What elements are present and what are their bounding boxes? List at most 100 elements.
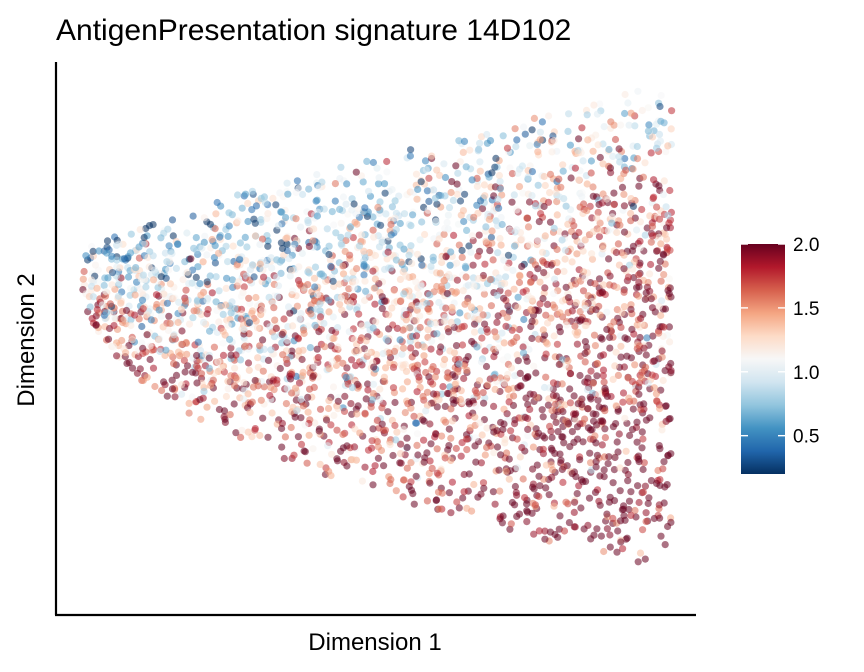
scatter-point — [343, 442, 351, 450]
scatter-point — [534, 181, 542, 189]
scatter-point — [645, 494, 653, 502]
scatter-point — [513, 435, 521, 443]
scatter-point — [613, 228, 621, 237]
scatter-point — [580, 268, 588, 276]
scatter-point — [389, 384, 398, 392]
scatter-point — [591, 488, 600, 496]
scatter-point — [258, 235, 267, 243]
scatter-point — [657, 277, 665, 285]
scatter-point — [250, 273, 258, 281]
scatter-point — [448, 417, 457, 425]
scatter-point — [497, 451, 505, 459]
scatter-point — [108, 252, 116, 260]
scatter-point — [218, 363, 226, 372]
scatter-point — [333, 426, 341, 434]
scatter-point — [515, 278, 524, 287]
scatter-point — [617, 175, 625, 183]
scatter-point — [518, 444, 526, 452]
scatter-point — [645, 121, 653, 129]
scatter-point — [522, 394, 530, 402]
scatter-point — [559, 478, 567, 486]
scatter-point — [95, 247, 103, 255]
scatter-point — [182, 286, 190, 294]
scatter-point — [606, 344, 614, 352]
scatter-point — [433, 403, 441, 411]
scatter-point — [498, 519, 506, 527]
scatter-point — [613, 283, 621, 292]
scatter-point — [624, 477, 632, 485]
scatter-point — [636, 218, 645, 226]
scatter-point — [523, 500, 531, 508]
scatter-point — [564, 127, 572, 135]
scatter-point — [305, 185, 313, 193]
scatter-point — [316, 313, 325, 321]
scatter-point — [644, 499, 652, 508]
scatter-point — [581, 236, 589, 244]
scatter-point — [633, 142, 641, 151]
scatter-point — [392, 226, 400, 234]
scatter-point — [231, 305, 239, 313]
scatter-point — [592, 410, 600, 418]
scatter-point — [163, 299, 171, 307]
scatter-point — [655, 233, 663, 241]
scatter-point — [642, 509, 650, 517]
scatter-point — [606, 333, 614, 342]
scatter-point — [407, 146, 415, 154]
scatter-point — [245, 294, 253, 302]
scatter-point — [189, 212, 197, 220]
scatter-point — [556, 512, 564, 520]
scatter-point — [217, 303, 225, 311]
scatter-point — [331, 197, 339, 205]
scatter-point — [511, 125, 519, 133]
scatter-point — [388, 186, 396, 194]
scatter-point — [158, 386, 166, 395]
scatter-point — [593, 214, 601, 222]
scatter-point — [667, 125, 675, 133]
scatter-point — [568, 258, 576, 266]
scatter-point — [179, 276, 187, 284]
scatter-point — [566, 369, 575, 378]
scatter-point — [371, 300, 379, 308]
scatter-point — [266, 323, 274, 331]
scatter-point — [181, 368, 189, 376]
scatter-point — [332, 229, 340, 237]
scatter-point — [608, 219, 616, 227]
scatter-point — [514, 357, 522, 365]
scatter-point — [545, 491, 553, 499]
scatter-point — [493, 427, 501, 435]
scatter-point — [358, 361, 366, 369]
scatter-point — [139, 344, 147, 352]
scatter-point — [562, 498, 570, 506]
scatter-point — [283, 336, 291, 344]
scatter-point — [361, 277, 369, 285]
scatter-point — [603, 525, 612, 533]
scatter-point — [507, 520, 515, 528]
scatter-point — [131, 311, 139, 319]
scatter-point — [297, 309, 305, 318]
scatter-point — [399, 476, 408, 484]
scatter-point — [599, 281, 608, 289]
scatter-point — [425, 197, 433, 205]
scatter-point — [599, 372, 607, 380]
scatter-point — [440, 160, 448, 168]
scatter-point — [541, 232, 549, 240]
scatter-point — [637, 374, 646, 382]
scatter-point — [589, 192, 597, 200]
scatter-point — [264, 237, 272, 245]
scatter-point — [334, 324, 342, 332]
scatter-point — [178, 381, 186, 389]
scatter-point — [193, 351, 201, 360]
scatter-point — [596, 501, 604, 509]
scatter-point — [481, 347, 489, 355]
scatter-point — [535, 218, 543, 226]
scatter-point — [479, 389, 487, 397]
scatter-point — [514, 293, 522, 301]
scatter-point — [414, 341, 422, 349]
scatter-point — [604, 460, 612, 468]
scatter-point — [333, 457, 342, 465]
scatter-point — [498, 329, 506, 337]
scatter-point — [489, 488, 497, 496]
scatter-point — [309, 445, 317, 453]
scatter-point — [624, 470, 632, 479]
scatter-point — [278, 424, 286, 433]
